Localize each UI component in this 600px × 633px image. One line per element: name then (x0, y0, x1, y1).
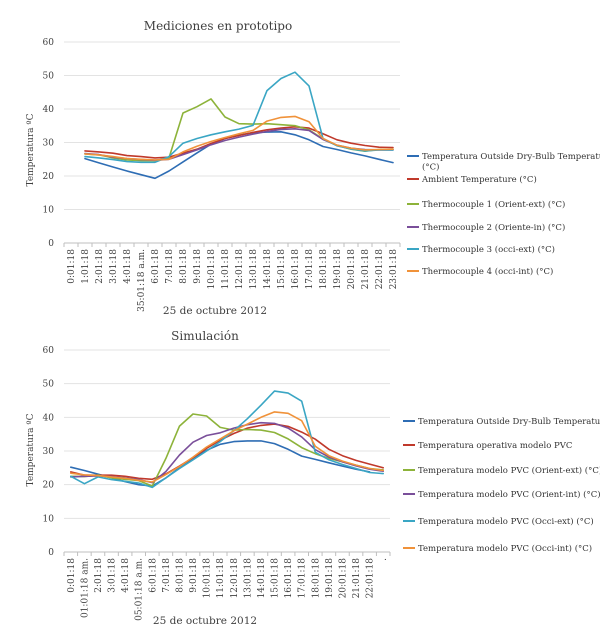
y-axis-title: Temperatura ºC (26, 113, 36, 186)
x-tick-label: 15:01:18 (271, 558, 281, 599)
y-tick-label: 0 (48, 239, 54, 249)
x-axis-label: 25 de octubre 2012 (153, 615, 257, 627)
y-tick-label: 50 (43, 380, 55, 390)
x-tick-label: 2:01:18 (94, 558, 104, 593)
legend-label: Thermocouple 4 (occi-int) (°C) (422, 266, 553, 277)
x-tick-label: . (379, 558, 389, 561)
legend-label: Temperatura modelo PVC (Orient-ext) (°C) (418, 465, 600, 476)
x-tick-label: 17:01:18 (298, 558, 308, 599)
x-tick-label: 10:01:18 (203, 558, 213, 599)
legend-label: Temperatura modelo PVC (Occi-int) (°C) (418, 543, 592, 554)
chart-2: Simulación 0 10 20 30 40 50 60 0:01:18 01:01:18 a… (26, 329, 600, 627)
y-tick-label: 10 (43, 514, 55, 524)
y-tick-label: 40 (43, 105, 55, 115)
x-tick-label: 8:01:18 (175, 558, 185, 593)
x-tick-label: 05:01:18 a.m. (135, 558, 145, 621)
x-tick-label: 10:01:18 (207, 249, 217, 290)
series-line-3 (70, 413, 384, 487)
y-tick-label: 60 (43, 38, 55, 48)
x-tick-label: 20:01:18 (338, 558, 348, 599)
legend-label: Thermocouple 2 (Oriente-in) (°C) (422, 222, 565, 233)
x-tick-label: 13:01:18 (243, 558, 253, 599)
legend-label: Temperatura Outside Dry-Bulb Temperature… (418, 416, 600, 427)
x-tick-label: 14:01:18 (263, 249, 273, 290)
y-tick-label: 0 (48, 548, 54, 558)
series-line-5 (84, 71, 394, 164)
x-tick-label: 11:01:18 (221, 249, 231, 290)
x-tick-label: 13:01:18 (249, 249, 259, 290)
x-tick-label: 01:01:18 am. (80, 558, 90, 618)
legend-label: Thermocouple 1 (Orient-ext) (°C) (422, 199, 565, 210)
x-tick-label: 21:01:18 (361, 249, 371, 290)
y-tick-label: 10 (43, 206, 55, 216)
legend-label: Thermocouple 3 (occi-ext) (°C) (422, 244, 555, 255)
x-axis-label: 25 de octubre 2012 (163, 305, 267, 317)
x-tick-label: 11:01:18 (216, 558, 226, 599)
x-tick-label: 15:01:18 (277, 249, 287, 290)
x-tick-label: 19:01:18 (333, 249, 343, 290)
legend-label: Temperatura modelo PVC (Occi-ext) (°C) (418, 516, 594, 527)
y-axis-title: Temperatura ºC (26, 413, 36, 486)
x-tick-label: 0:01:18 (67, 558, 77, 593)
series-line-6 (84, 115, 394, 161)
y-tick-label: 60 (43, 346, 55, 356)
series-line-2 (70, 423, 384, 481)
series-line-1 (70, 440, 371, 487)
y-tick-label: 20 (43, 172, 55, 182)
x-tick-label: 16:01:18 (291, 249, 301, 290)
x-tick-label: 4:01:18 (123, 249, 133, 284)
x-tick-label: 19:01:18 (325, 558, 335, 599)
x-tick-label: 4:01:18 (121, 558, 131, 593)
chart-1: Mediciones en prototipo 0 10 20 30 40 50 60 0:01… (26, 19, 600, 317)
x-tick-label: 7:01:18 (162, 558, 172, 593)
x-tick-label: 12:01:18 (235, 249, 245, 290)
x-tick-label: 2:01:18 (95, 249, 105, 284)
legend-label: Temperatura operativa modelo PVC (418, 441, 572, 451)
y-tick-label: 30 (43, 447, 55, 457)
x-tick-label: 9:01:18 (193, 249, 203, 284)
x-tick-label: 12:01:18 (230, 558, 240, 599)
x-tick-label: 3:01:18 (108, 558, 118, 593)
x-tick-label: 7:01:18 (165, 249, 175, 284)
x-tick-label: 16:01:18 (284, 558, 294, 599)
chart-title: Simulación (171, 329, 239, 343)
x-tick-label: 22:01:18 (375, 249, 385, 290)
chart-title: Mediciones en prototipo (144, 19, 292, 33)
legend-label: Temperatura Outside Dry-Bulb Temperature… (422, 152, 600, 173)
series-line-2 (84, 126, 394, 159)
x-tick-label: 3:01:18 (109, 249, 119, 284)
legend-label: Ambient Temperature (°C) (421, 174, 537, 185)
x-tick-label: 23:01:18 (389, 249, 399, 290)
x-tick-label: 18:01:18 (311, 558, 321, 599)
series-line-1 (84, 131, 394, 180)
x-tick-label: 6:01:18 (151, 249, 161, 284)
series-line-6 (70, 411, 384, 483)
x-tick-label: 18:01:18 (319, 249, 329, 290)
x-tick-label: 9:01:18 (189, 558, 199, 593)
x-tick-label: 21:01:18 (352, 558, 362, 599)
x-tick-label: 22:01:18 (366, 558, 376, 599)
y-tick-label: 30 (43, 139, 55, 149)
legend-label: Temperatura modelo PVC (Orient-int) (°C) (418, 489, 600, 500)
series-line-5 (70, 390, 384, 489)
x-tick-label: 14:01:18 (257, 558, 267, 599)
x-tick-label: 35:01:18 a.m. (137, 249, 147, 312)
x-tick-label: 17:01:18 (305, 249, 315, 290)
x-tick-label: 0:01:18 (67, 249, 77, 284)
x-tick-label: 1:01:18 (81, 249, 91, 284)
y-tick-label: 20 (43, 481, 55, 491)
x-tick-label: 8:01:18 (179, 249, 189, 284)
y-tick-label: 50 (43, 72, 55, 82)
x-tick-label: 20:01:18 (347, 249, 357, 290)
y-tick-label: 40 (43, 413, 55, 423)
x-tick-label: 6:01:18 (148, 558, 158, 593)
